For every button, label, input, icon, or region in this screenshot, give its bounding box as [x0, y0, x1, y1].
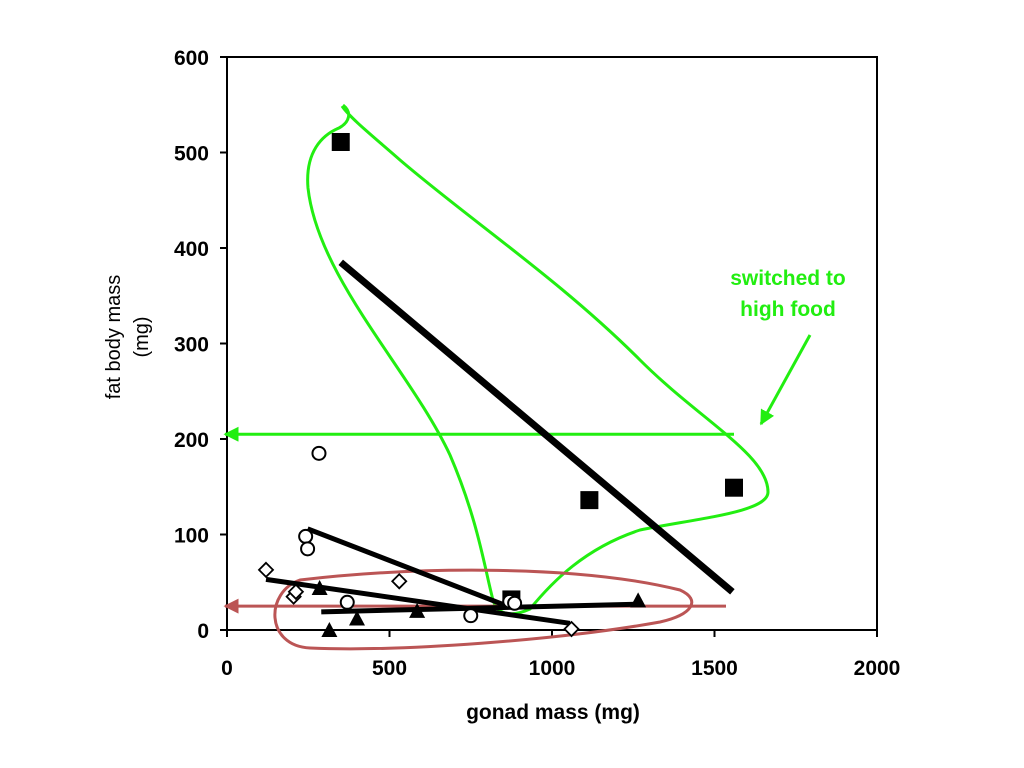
- green-lasso: [306, 103, 770, 616]
- switched-label-line-2: high food: [740, 298, 836, 321]
- circle-point: [300, 541, 316, 557]
- plot-frame: [226, 56, 878, 631]
- diamond-point: [390, 573, 408, 590]
- circle-point: [507, 595, 523, 611]
- trendline-open-circle: [306, 526, 511, 610]
- y-tick-label: 100: [174, 525, 209, 548]
- x-tick-label: 1500: [691, 657, 738, 680]
- y-axis-title: fat body mass (mg): [103, 275, 153, 400]
- y-tick-label: 400: [174, 238, 209, 261]
- diamond-point: [257, 561, 275, 579]
- green-pointer-arrow: [759, 334, 812, 426]
- triangle-point: [311, 579, 328, 595]
- circle-point: [311, 445, 327, 461]
- plot-border: [226, 56, 878, 631]
- data-markers: [257, 132, 743, 638]
- triangle-point: [321, 622, 338, 637]
- circle-point: [298, 528, 314, 544]
- y-tick-label: 500: [174, 143, 209, 166]
- diamond-point: [287, 583, 305, 601]
- x-axis-title: gonad mass (mg): [466, 701, 640, 724]
- y-axis-title-line-2: (mg): [131, 316, 153, 357]
- x-tick-label: 2000: [854, 657, 901, 680]
- y-tick-label: 600: [174, 47, 209, 70]
- circle-point: [463, 608, 479, 624]
- y-tick-labels: 0 100 200 300 400 500 600: [174, 47, 227, 643]
- trendline-filled-triangle: [321, 601, 640, 615]
- x-tick-label: 500: [372, 657, 407, 680]
- switched-label-line-1: switched to: [730, 267, 846, 290]
- y-tick-label: 300: [174, 334, 209, 357]
- diamond-point: [563, 620, 580, 638]
- red-lasso: [273, 568, 694, 651]
- triangle-point: [630, 592, 647, 608]
- square-point: [331, 132, 350, 151]
- y-tick-label: 0: [197, 620, 209, 643]
- triangle-point: [349, 610, 365, 626]
- y-tick-label: 200: [174, 429, 209, 452]
- square-point: [725, 478, 743, 497]
- x-tick-label: 1000: [529, 657, 576, 680]
- annotation-layer: [223, 103, 812, 651]
- x-tick-label: 0: [221, 657, 233, 680]
- triangle-point: [409, 602, 426, 618]
- circle-point: [339, 594, 355, 610]
- square-point: [580, 491, 599, 510]
- x-tick-labels: 0 500 1000 1500 2000: [221, 630, 900, 680]
- trendline-filled-square: [338, 259, 735, 595]
- y-axis-title-line-1: fat body mass: [103, 275, 125, 400]
